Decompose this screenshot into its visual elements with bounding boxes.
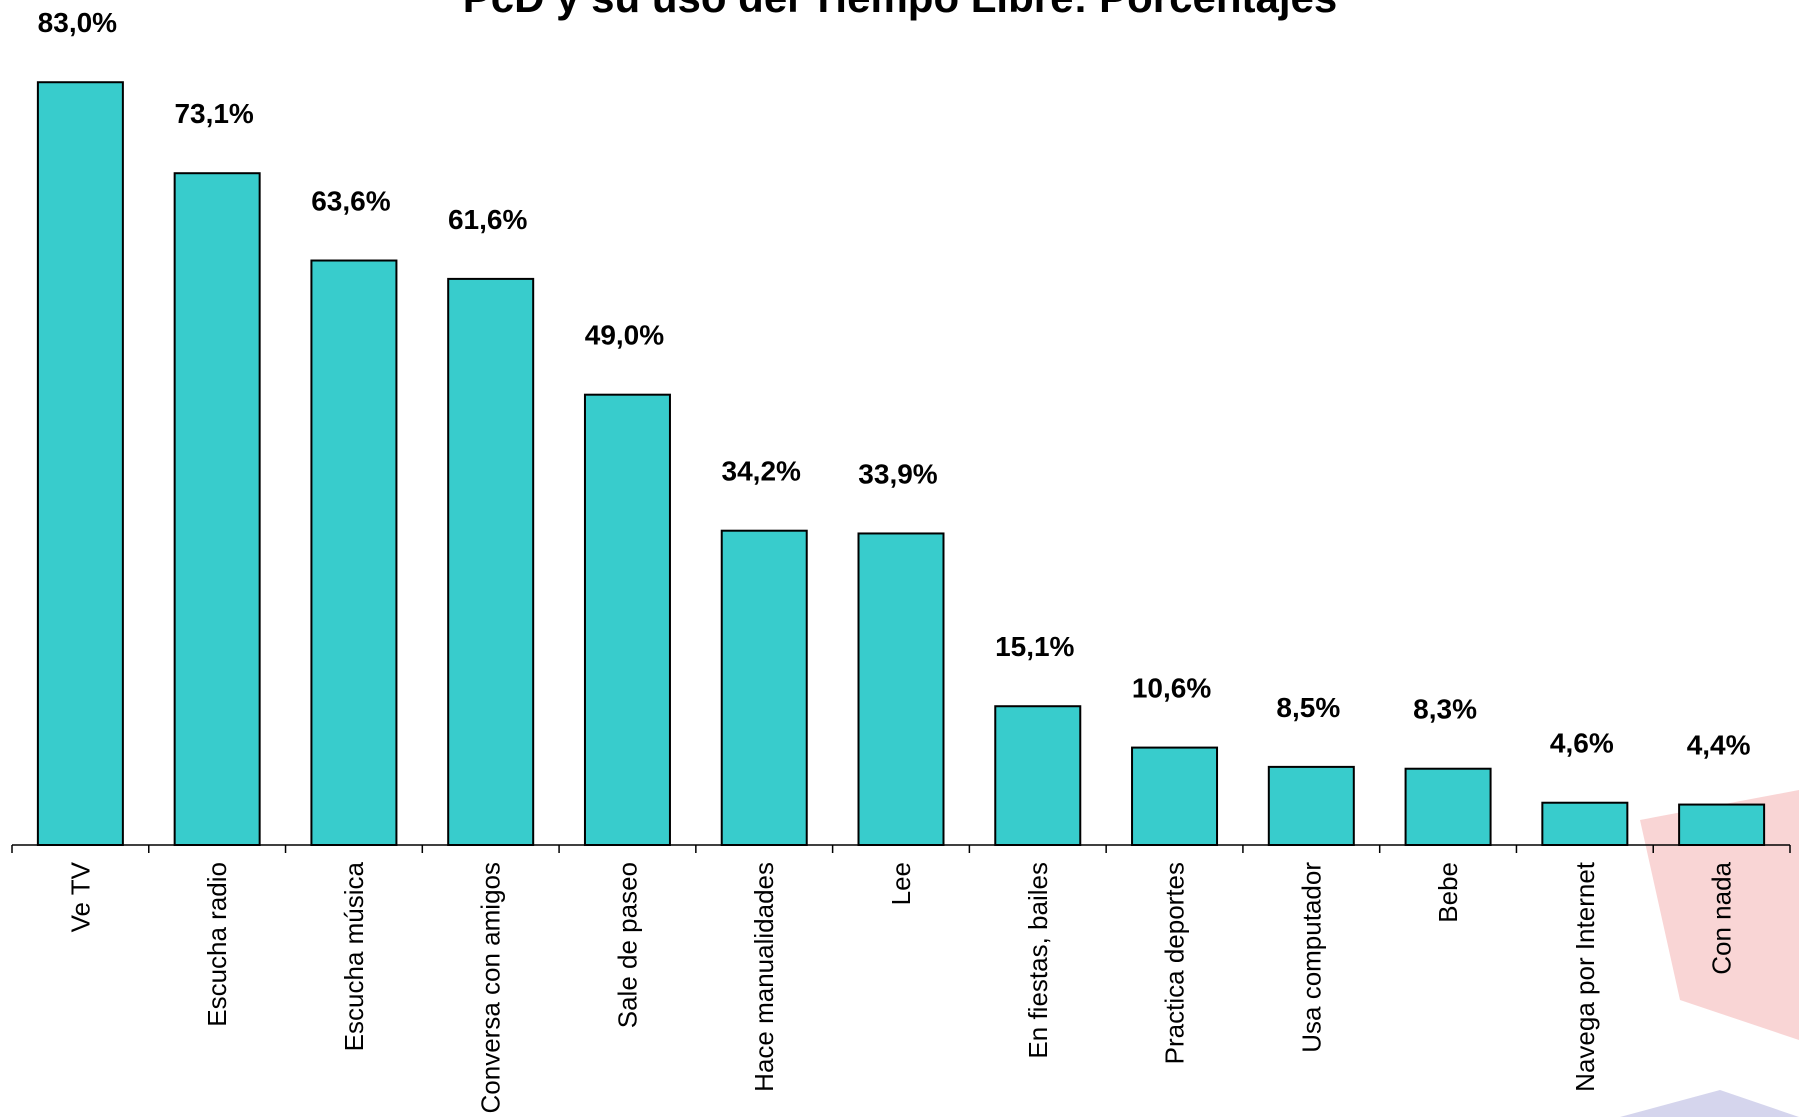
value-label: 61,6% bbox=[448, 204, 527, 235]
bar bbox=[1678, 803, 1766, 847]
bar bbox=[1267, 765, 1355, 847]
x-tick-label: Con nada bbox=[1707, 861, 1737, 974]
bar bbox=[447, 277, 535, 846]
value-label: 73,1% bbox=[174, 98, 253, 129]
bar bbox=[1541, 801, 1629, 847]
x-tick-label: Navega por Internet bbox=[1570, 861, 1600, 1092]
bar bbox=[1404, 767, 1492, 847]
value-label: 34,2% bbox=[722, 456, 801, 487]
value-label: 63,6% bbox=[311, 186, 390, 217]
bar bbox=[720, 529, 808, 847]
value-label: 49,0% bbox=[585, 320, 664, 351]
bar bbox=[1131, 746, 1219, 846]
value-label: 83,0% bbox=[38, 7, 117, 38]
x-tick-label: Escucha radio bbox=[202, 862, 232, 1027]
value-label: 8,5% bbox=[1276, 692, 1340, 723]
decor-blue bbox=[1620, 1090, 1799, 1117]
bar bbox=[994, 705, 1082, 847]
value-label: 8,3% bbox=[1413, 694, 1477, 725]
bar bbox=[857, 532, 945, 846]
x-tick-label: Hace manualidades bbox=[749, 862, 779, 1092]
value-label: 15,1% bbox=[995, 631, 1074, 662]
value-label: 4,4% bbox=[1687, 730, 1751, 761]
x-tick-label: Ve TV bbox=[65, 861, 95, 932]
x-tick-label: Conversa con amigos bbox=[476, 862, 506, 1113]
x-tick-label: Lee bbox=[886, 862, 916, 905]
x-tick-label: Practica deportes bbox=[1160, 862, 1190, 1064]
x-tick-label: Escucha música bbox=[339, 861, 369, 1051]
background-decoration bbox=[1620, 790, 1799, 1117]
value-label: 33,9% bbox=[858, 458, 937, 489]
bar bbox=[173, 172, 261, 846]
value-label: 4,6% bbox=[1550, 728, 1614, 759]
bar bbox=[583, 393, 671, 846]
value-label: 10,6% bbox=[1132, 673, 1211, 704]
chart-title: PcD y su uso del Tiempo Libre: Porcentaj… bbox=[463, 0, 1337, 21]
decor-red bbox=[1640, 790, 1799, 1040]
bar bbox=[36, 81, 124, 847]
x-tick-label: Bebe bbox=[1433, 862, 1463, 923]
bar bbox=[310, 259, 398, 846]
x-tick-label: Usa computador bbox=[1296, 862, 1326, 1053]
x-tick-label: Sale de paseo bbox=[612, 862, 642, 1028]
x-tick-label: En fiestas, bailes bbox=[1023, 862, 1053, 1059]
